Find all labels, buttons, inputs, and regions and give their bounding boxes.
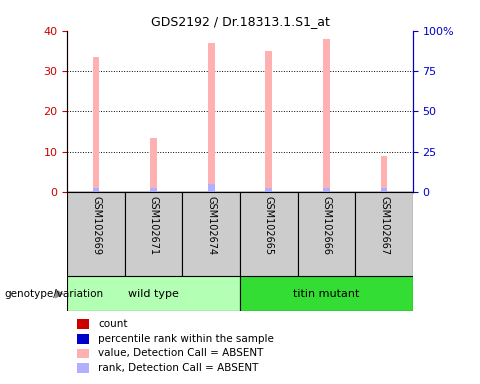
- Bar: [323, 188, 330, 192]
- Bar: [208, 43, 215, 192]
- Bar: [182, 192, 240, 276]
- Text: GSM102671: GSM102671: [149, 196, 158, 255]
- Text: GSM102674: GSM102674: [206, 196, 216, 255]
- Bar: [381, 156, 387, 192]
- Text: wild type: wild type: [128, 289, 179, 299]
- Text: titin mutant: titin mutant: [293, 289, 360, 299]
- Text: GSM102665: GSM102665: [264, 196, 274, 255]
- Bar: [265, 188, 272, 192]
- Text: percentile rank within the sample: percentile rank within the sample: [98, 334, 274, 344]
- Bar: [67, 276, 240, 311]
- Text: GSM102669: GSM102669: [91, 196, 101, 255]
- Text: value, Detection Call = ABSENT: value, Detection Call = ABSENT: [98, 348, 264, 358]
- Text: GSM102666: GSM102666: [322, 196, 331, 255]
- Text: rank, Detection Call = ABSENT: rank, Detection Call = ABSENT: [98, 363, 259, 373]
- Bar: [298, 192, 355, 276]
- Bar: [323, 39, 330, 192]
- Bar: [67, 192, 125, 276]
- Bar: [150, 137, 157, 192]
- Bar: [240, 192, 298, 276]
- Bar: [208, 184, 215, 192]
- Text: genotype/variation: genotype/variation: [5, 289, 104, 299]
- Bar: [381, 188, 387, 192]
- Text: count: count: [98, 319, 128, 329]
- Bar: [355, 192, 413, 276]
- Bar: [265, 51, 272, 192]
- Bar: [125, 192, 182, 276]
- Text: GSM102667: GSM102667: [379, 196, 389, 255]
- Bar: [240, 276, 413, 311]
- Title: GDS2192 / Dr.18313.1.S1_at: GDS2192 / Dr.18313.1.S1_at: [151, 15, 329, 28]
- Bar: [150, 188, 157, 192]
- Bar: [93, 57, 99, 192]
- Bar: [93, 188, 99, 192]
